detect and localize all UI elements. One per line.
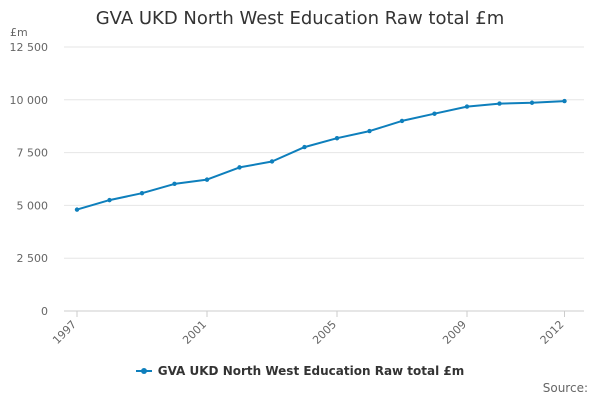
data-point[interactable]	[139, 190, 145, 196]
legend-label: GVA UKD North West Education Raw total £…	[157, 364, 465, 378]
data-point[interactable]	[107, 197, 112, 203]
x-axis-ticks: 1997 2001 2005 2009 2012	[50, 311, 567, 347]
data-point[interactable]	[237, 165, 242, 170]
data-point[interactable]	[399, 118, 405, 124]
x-tick-label: 2005	[310, 318, 339, 347]
data-point[interactable]	[172, 181, 177, 187]
y-tick-label: 12 500	[10, 41, 49, 54]
y-tick-label: 5 000	[17, 199, 49, 212]
x-tick-label: 2012	[538, 318, 567, 347]
data-point[interactable]	[367, 128, 372, 134]
data-point[interactable]	[464, 104, 470, 109]
data-point[interactable]	[497, 101, 502, 106]
y-tick-label: 2 500	[17, 252, 49, 265]
y-tick-label: 10 000	[10, 94, 49, 107]
data-point[interactable]	[334, 136, 340, 141]
data-point[interactable]	[204, 177, 210, 182]
data-point[interactable]	[74, 207, 80, 212]
data-point[interactable]	[529, 100, 535, 105]
series-layer	[74, 98, 567, 212]
series-line[interactable]	[76, 100, 565, 211]
chart-title: GVA UKD North West Education Raw total £…	[95, 8, 505, 29]
y-tick-label: 0	[41, 305, 48, 318]
data-point[interactable]	[562, 98, 567, 104]
legend[interactable]: GVA UKD North West Education Raw total £…	[0, 364, 600, 378]
grid-lines	[64, 46, 584, 312]
data-point[interactable]	[269, 159, 275, 164]
y-tick-label: 7 500	[17, 147, 49, 160]
data-point[interactable]	[302, 144, 307, 150]
x-tick-label: 2009	[440, 318, 469, 347]
data-point[interactable]	[432, 111, 437, 116]
legend-marker-icon	[135, 368, 152, 374]
y-axis-ticks: 0 2 500 5 000 7 500 10 000 12 500	[10, 41, 49, 318]
x-tick-label: 1997	[50, 318, 79, 347]
y-axis-unit-label: £m	[10, 26, 28, 39]
x-tick-label: 2001	[180, 318, 209, 347]
source-label: Source:	[542, 381, 588, 395]
